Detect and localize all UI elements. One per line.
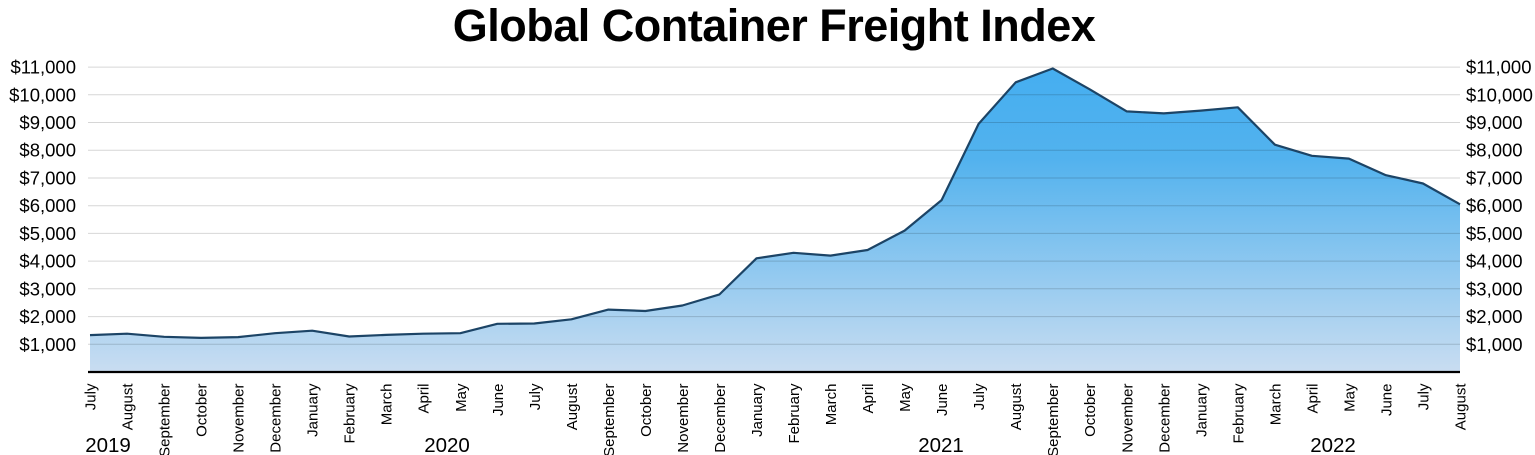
x-tick-month-label: July [527,383,544,410]
y-tick-label-right: $5,000 [1466,223,1523,244]
y-axis-labels-right: $1,000 $2,000 $3,000 $4,000 $5,000 $6,000 $7,0… [1466,57,1533,355]
y-tick-label-right: $2,000 [1466,306,1523,327]
y-tick-label-left: $2,000 [19,306,76,327]
x-tick-month-label: August [120,383,137,431]
y-tick-label-left: $9,000 [19,112,76,133]
y-tick-label-right: $6,000 [1466,195,1523,216]
y-tick-label-left: $10,000 [9,84,76,105]
x-tick-month-label: April [860,384,877,414]
y-tick-label-left: $11,000 [11,57,77,78]
y-tick-label-left: $8,000 [19,140,76,161]
x-tick-month-label: May [453,383,470,412]
x-tick-month-label: September [157,383,174,455]
y-tick-label-right: $7,000 [1466,167,1523,188]
y-tick-label-left: $3,000 [19,278,76,299]
x-tick-month-label: October [194,383,211,436]
trend-line [89,67,1461,339]
x-tick-month-label: December [712,384,729,453]
x-tick-month-label: April [1304,384,1321,414]
y-tick-label-left: $4,000 [19,251,76,272]
x-tick-year-label: 2021 [918,434,964,455]
x-tick-month-label: November [1119,384,1136,453]
x-tick-month-label: June [1378,384,1395,417]
x-tick-month-label: December [1156,384,1173,453]
x-tick-month-label: August [1008,383,1025,431]
x-tick-month-label: June [934,384,951,417]
x-axis-month-labels: July August September October November Decemb… [83,383,1470,455]
x-tick-month-label: January [1193,383,1210,437]
x-tick-year-label: 2020 [424,434,470,455]
y-tick-label-right: $4,000 [1466,251,1523,272]
x-tick-month-label: February [1230,383,1247,444]
x-tick-month-label: July [1416,383,1433,410]
x-tick-month-label: May [897,383,914,412]
x-tick-month-label: May [1341,383,1358,412]
x-tick-month-label: January [305,383,322,437]
x-tick-month-label: March [1267,384,1284,426]
x-tick-month-label: October [1082,383,1099,436]
y-tick-label-right: $1,000 [1466,334,1523,355]
x-axis-year-labels: 2019 2020 2021 2022 [85,434,1356,455]
y-tick-label-left: $6,000 [19,195,76,216]
x-tick-month-label: January [749,383,766,437]
x-tick-month-label: August [1453,383,1470,431]
x-tick-month-label: February [786,383,803,444]
x-tick-month-label: April [416,384,433,414]
y-tick-label-right: $9,000 [1466,112,1523,133]
x-tick-year-label: 2019 [85,434,131,455]
area-fill [90,68,1460,372]
x-tick-month-label: August [564,383,581,431]
x-tick-month-label: September [601,383,618,455]
x-tick-month-label: September [1045,383,1062,455]
x-tick-month-label: December [268,384,285,453]
x-tick-month-label: November [231,384,248,453]
y-axis-labels-left: $1,000 $2,000 $3,000 $4,000 $5,000 $6,000 $7,0… [9,57,76,355]
y-tick-label-right: $11,000 [1466,57,1532,78]
y-tick-label-left: $1,000 [19,334,76,355]
x-tick-month-label: June [490,384,507,417]
x-tick-month-label: July [83,383,100,410]
gridlines [88,66,1460,345]
y-tick-label-right: $8,000 [1466,140,1523,161]
x-tick-month-label: March [379,384,396,426]
y-tick-label-right: $10,000 [1466,84,1533,105]
y-tick-label-left: $7,000 [19,167,76,188]
x-tick-month-label: November [675,384,692,453]
chart-title: Global Container Freight Index [453,0,1096,51]
x-tick-month-label: March [823,384,840,426]
x-tick-month-label: February [342,383,359,444]
x-tick-month-label: July [971,383,988,410]
y-tick-label-left: $5,000 [19,223,76,244]
x-tick-year-label: 2022 [1310,434,1356,455]
y-tick-label-right: $3,000 [1466,278,1523,299]
x-tick-month-label: October [638,383,655,436]
